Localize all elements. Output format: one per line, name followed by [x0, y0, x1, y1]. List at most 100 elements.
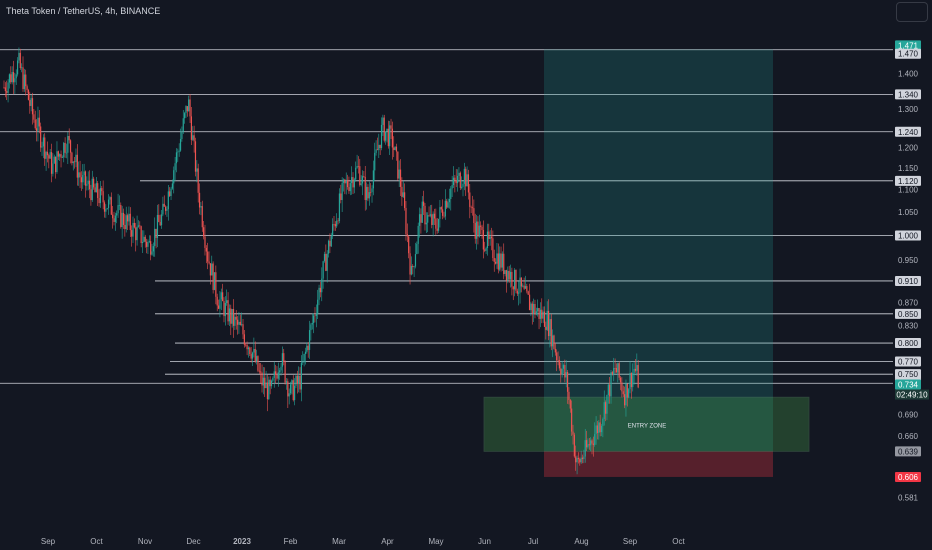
candle: [37, 106, 39, 142]
x-tick-label: 2023: [233, 537, 251, 546]
candle: [466, 166, 468, 187]
x-tick-label: Jun: [478, 537, 491, 546]
candle: [565, 360, 567, 388]
candle: [572, 424, 574, 445]
candle: [448, 188, 451, 209]
price-tag: 0.750: [895, 369, 921, 380]
candle: [291, 379, 293, 395]
candle: [592, 436, 594, 457]
candle: [470, 205, 472, 214]
candle: [537, 299, 539, 317]
countdown-label: 02:49:10: [896, 391, 928, 400]
candle: [530, 301, 532, 317]
candle: [402, 180, 404, 198]
candle: [533, 298, 535, 323]
candle: [573, 432, 575, 458]
entry-zone-label: ENTRY ZONE: [628, 423, 666, 429]
candle: [50, 143, 53, 183]
candle: [154, 217, 156, 257]
candle: [45, 150, 47, 171]
candle: [610, 369, 612, 404]
candle: [372, 160, 374, 196]
x-tick-label: Oct: [672, 537, 685, 546]
candle: [535, 307, 537, 316]
candle: [455, 169, 457, 188]
candle: [175, 148, 178, 173]
candle: [346, 174, 349, 190]
candle: [330, 232, 332, 247]
y-tick-label: 0.830: [898, 321, 919, 330]
candle: [49, 148, 51, 159]
candle: [614, 358, 616, 374]
candle: [80, 171, 83, 191]
candle: [137, 220, 140, 228]
top-right-button[interactable]: [896, 2, 928, 22]
candle: [3, 80, 5, 89]
candle: [280, 363, 282, 376]
candle: [155, 228, 157, 249]
candle: [29, 91, 31, 114]
candle: [340, 184, 342, 204]
candle: [547, 299, 550, 341]
candle: [341, 177, 343, 212]
candle: [250, 346, 252, 363]
candle: [584, 428, 586, 463]
candle: [181, 126, 183, 142]
candle: [439, 199, 441, 228]
candle: [382, 114, 384, 137]
candle: [553, 334, 555, 350]
candle: [360, 175, 362, 187]
candle: [307, 342, 309, 358]
symbol-title: Theta Token / TetherUS, 4h, BINANCE: [6, 6, 161, 16]
candle: [344, 178, 346, 195]
y-tick-label: 1.400: [898, 69, 919, 78]
candle: [84, 170, 87, 198]
candle: [408, 235, 410, 259]
candle: [560, 362, 562, 383]
candle: [241, 312, 243, 327]
price-tag: 0.770: [895, 356, 921, 367]
candle: [581, 454, 584, 464]
candle: [375, 140, 377, 156]
stop-zone: [544, 451, 773, 477]
candle: [87, 171, 89, 191]
svg-text:0.734: 0.734: [898, 381, 919, 390]
candle: [273, 361, 275, 388]
svg-text:0.770: 0.770: [898, 357, 919, 366]
candle: [477, 216, 479, 245]
candle: [387, 120, 389, 149]
candle: [437, 218, 440, 233]
candle: [15, 69, 17, 85]
svg-text:1.120: 1.120: [898, 177, 919, 186]
candle: [120, 202, 122, 229]
candle: [41, 141, 43, 156]
candle: [170, 186, 172, 201]
candle: [254, 341, 256, 364]
candle: [566, 370, 569, 404]
x-tick-label: Nov: [138, 537, 152, 546]
candle: [91, 170, 93, 202]
candle: [423, 190, 425, 216]
candle: [528, 283, 531, 311]
candle: [114, 212, 116, 231]
candle: [23, 68, 25, 92]
candle: [122, 208, 125, 229]
candle: [395, 143, 398, 161]
candle: [57, 150, 59, 161]
candle: [60, 150, 62, 168]
candle: [103, 200, 106, 218]
candle: [112, 205, 114, 229]
candle: [53, 154, 55, 164]
candle: [78, 161, 80, 186]
candlestick-series: [3, 47, 639, 475]
candle: [219, 290, 221, 318]
candle: [121, 205, 123, 239]
candle: [390, 118, 392, 139]
candle: [117, 193, 119, 218]
candle: [88, 170, 91, 199]
candle: [83, 163, 85, 186]
candle: [628, 388, 630, 399]
candle: [222, 283, 224, 302]
candle: [420, 208, 422, 234]
